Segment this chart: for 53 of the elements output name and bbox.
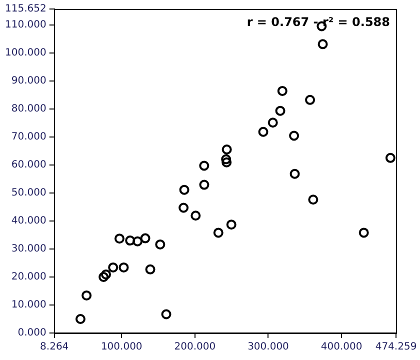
point [100, 269, 111, 280]
x-tick-label: 200.000 [174, 342, 216, 353]
y-tick-label: 80.000 [11, 103, 46, 114]
point [179, 184, 190, 195]
point [145, 264, 156, 274]
point [289, 130, 300, 141]
y-tick-label: 100.000 [4, 47, 46, 58]
x-tick-label: 100.000 [100, 342, 142, 353]
x-tick-label: 400.000 [320, 342, 362, 353]
point [290, 168, 300, 179]
point [222, 144, 232, 154]
point [118, 262, 129, 272]
y-tick-label: 40.000 [11, 216, 46, 227]
point [268, 118, 278, 128]
point [108, 262, 118, 272]
point [75, 314, 86, 324]
point [385, 152, 396, 163]
y-tick-label: 110.000 [4, 19, 46, 30]
point [305, 94, 316, 105]
y-tick-label: 90.000 [11, 75, 46, 86]
point [221, 154, 232, 164]
y-tick-label: 70.000 [11, 131, 46, 142]
x-tick-label: 474.259 [375, 342, 417, 353]
point [318, 39, 328, 50]
x-tick-label: 300.000 [248, 342, 289, 353]
y-tick-label: 30.000 [11, 244, 46, 255]
point [275, 106, 286, 116]
y-tick-label: 50.000 [11, 188, 46, 199]
y-tick-label: 115.652 [4, 4, 46, 15]
point [82, 290, 92, 300]
point [98, 272, 109, 282]
y-tick-label: 0.000 [18, 328, 46, 339]
point [199, 180, 210, 190]
y-tick-label: 20.000 [11, 272, 46, 283]
point [140, 233, 150, 244]
point [277, 86, 288, 96]
point [222, 157, 232, 168]
point [132, 236, 143, 246]
point [308, 194, 318, 205]
point [114, 234, 124, 244]
point [358, 228, 369, 238]
point [161, 309, 172, 320]
y-tick-label: 60.000 [11, 160, 46, 171]
point [190, 210, 201, 221]
point [199, 160, 210, 171]
point [155, 239, 166, 250]
point [213, 228, 224, 238]
point [226, 220, 236, 230]
point [125, 236, 136, 246]
point [178, 202, 189, 213]
x-tick-label: 8.264 [40, 342, 69, 353]
point [258, 126, 268, 137]
y-tick-label: 10.000 [11, 300, 46, 311]
